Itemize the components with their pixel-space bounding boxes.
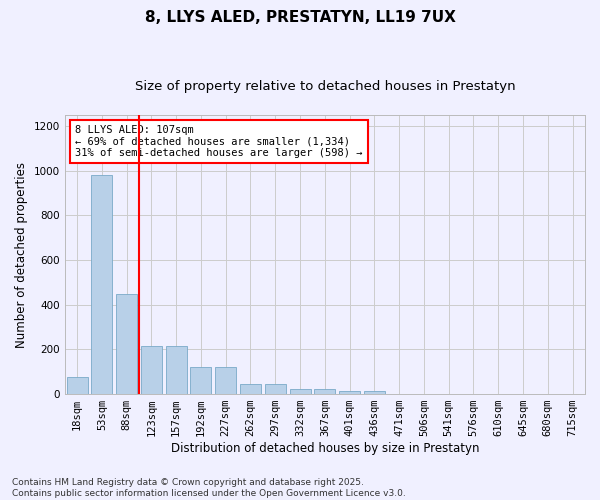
X-axis label: Distribution of detached houses by size in Prestatyn: Distribution of detached houses by size …: [170, 442, 479, 455]
Bar: [314, 389, 335, 394]
Bar: [339, 392, 360, 394]
Text: 8, LLYS ALED, PRESTATYN, LL19 7UX: 8, LLYS ALED, PRESTATYN, LL19 7UX: [145, 10, 455, 25]
Bar: [67, 378, 88, 394]
Bar: [364, 392, 385, 394]
Y-axis label: Number of detached properties: Number of detached properties: [15, 162, 28, 348]
Bar: [290, 389, 311, 394]
Title: Size of property relative to detached houses in Prestatyn: Size of property relative to detached ho…: [134, 80, 515, 93]
Bar: [91, 176, 112, 394]
Bar: [190, 368, 211, 394]
Bar: [116, 294, 137, 394]
Text: Contains HM Land Registry data © Crown copyright and database right 2025.
Contai: Contains HM Land Registry data © Crown c…: [12, 478, 406, 498]
Bar: [141, 346, 162, 394]
Text: 8 LLYS ALED: 107sqm
← 69% of detached houses are smaller (1,334)
31% of semi-det: 8 LLYS ALED: 107sqm ← 69% of detached ho…: [75, 125, 362, 158]
Bar: [265, 384, 286, 394]
Bar: [240, 384, 261, 394]
Bar: [166, 346, 187, 394]
Bar: [215, 368, 236, 394]
